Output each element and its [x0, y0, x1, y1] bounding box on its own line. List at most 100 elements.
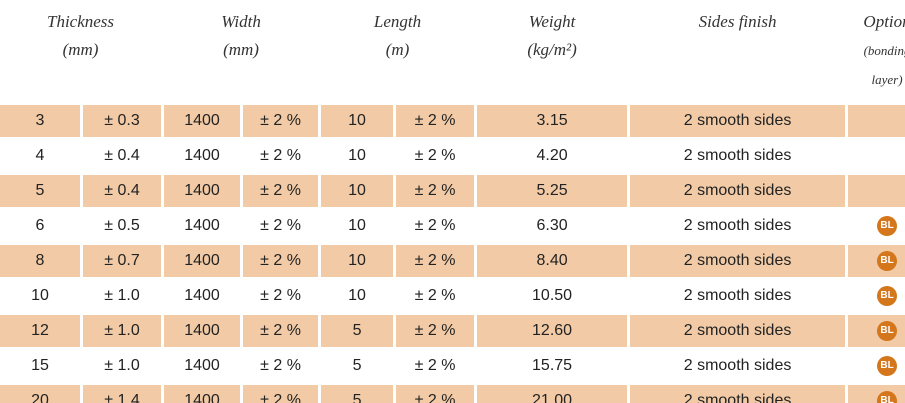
table-cell: ± 2 %	[260, 217, 301, 234]
option-badge: BL	[877, 286, 898, 306]
table-body: 3 ± 0.3 1400 ± 2 % 10 ± 2 % 3.15 2 smooth sides…	[0, 105, 905, 403]
table-cell: 2 smooth sides	[683, 357, 792, 374]
table-row: 6 ± 0.5 1400 ± 2 % 10 ± 2 % 6.30 2 smooth sides…	[0, 210, 905, 242]
table-row: 15 ± 1.0 1400 ± 2 % 5 ± 2 % 15.75 2 smooth side…	[0, 350, 905, 382]
header-line: (kg/m²)	[527, 40, 577, 59]
table-cell: ± 2 %	[414, 287, 456, 304]
table-cell: BL	[848, 210, 905, 242]
table-cell: 10	[348, 147, 366, 164]
option-badge: BL	[877, 216, 898, 236]
table-cell: ± 1.0	[104, 287, 140, 304]
table-cell: ± 2 %	[243, 175, 319, 207]
table-cell: 5.25	[477, 175, 628, 207]
header-line: layer)	[871, 72, 903, 87]
table-cell: ± 2 %	[396, 175, 475, 207]
table-cell	[848, 105, 905, 137]
table-cell: 6	[35, 217, 45, 234]
column-header: Weight (kg/m²)	[477, 0, 627, 102]
table-cell	[848, 175, 905, 207]
table-cell: 1400	[184, 287, 220, 304]
table-cell: 2 smooth sides	[683, 217, 792, 234]
table-cell: ± 2 %	[243, 245, 319, 277]
table-cell: 20	[0, 385, 80, 403]
table-row: 8 ± 0.7 1400 ± 2 % 10 ± 2 % 8.40 2 smooth sides…	[0, 245, 905, 277]
table-row: 10 ± 1.0 1400 ± 2 % 10 ± 2 % 10.50 2 smooth sid…	[0, 280, 905, 312]
table-cell: ± 2 %	[414, 217, 456, 234]
table-cell: BL	[848, 385, 905, 403]
header-line: (m)	[385, 40, 410, 59]
table-cell: 2 smooth sides	[630, 245, 846, 277]
table-cell: 4	[35, 147, 45, 164]
table-cell: 2 smooth sides	[683, 287, 792, 304]
table-cell: 5	[321, 315, 394, 347]
column-header: Length (m)	[321, 0, 474, 102]
table-cell: BL	[848, 245, 905, 277]
header-line: Option	[863, 12, 905, 31]
table-cell: 15	[31, 357, 49, 374]
header-line: Weight	[528, 12, 576, 31]
table-cell: ± 0.4	[83, 175, 162, 207]
table-cell: 10	[321, 245, 394, 277]
table-cell: ± 2 %	[396, 105, 475, 137]
header-line: Length	[373, 12, 422, 31]
option-badge: BL	[877, 391, 898, 403]
table-row: 5 ± 0.4 1400 ± 2 % 10 ± 2 % 5.25 2 smooth sides	[0, 175, 905, 207]
table-cell: BL	[848, 280, 905, 312]
header-line: (mm)	[62, 40, 99, 59]
header-line: Thickness	[46, 12, 115, 31]
table-cell: 1400	[164, 385, 241, 403]
table-cell: ± 0.3	[83, 105, 162, 137]
table-cell: ± 2 %	[243, 315, 319, 347]
table-cell: BL	[848, 350, 905, 382]
table-cell: 1400	[164, 315, 241, 347]
table-cell: 1400	[184, 147, 220, 164]
table-cell: 5	[321, 385, 394, 403]
table-cell: ± 2 %	[414, 357, 456, 374]
table-cell: 3	[0, 105, 80, 137]
table-cell: ± 2 %	[396, 385, 475, 403]
table-cell: ± 0.5	[104, 217, 140, 234]
option-badge: BL	[877, 321, 898, 341]
table-cell: ± 2 %	[260, 287, 301, 304]
table-row: 4 ± 0.4 1400 ± 2 % 10 ± 2 % 4.20 2 smooth sides	[0, 140, 905, 172]
table-cell: BL	[848, 315, 905, 347]
header-line: Width	[221, 12, 261, 31]
table-cell	[848, 140, 905, 172]
table-cell: 2 smooth sides	[630, 315, 846, 347]
table-cell: 10	[348, 287, 366, 304]
table-cell: 1400	[164, 175, 241, 207]
header-line: (bonding	[863, 43, 905, 58]
column-header: Thickness (mm)	[0, 0, 161, 102]
table-cell: ± 2 %	[260, 147, 301, 164]
table-cell: 12.60	[477, 315, 628, 347]
table-cell: 1400	[164, 245, 241, 277]
table-cell: 15.75	[532, 357, 573, 374]
table-cell: ± 2 %	[396, 245, 475, 277]
table-cell: ± 2 %	[414, 147, 456, 164]
table-cell: 4.20	[536, 147, 568, 164]
table-cell: ± 0.7	[83, 245, 162, 277]
table-cell: 10	[31, 287, 49, 304]
header-line: Sides finish	[698, 12, 777, 31]
column-header: Option (bonding layer)	[848, 0, 905, 102]
table-row: 20 ± 1.4 1400 ± 2 % 5 ± 2 % 21.00 2 smooth side…	[0, 385, 905, 403]
table-cell: 12	[0, 315, 80, 347]
table-cell: 8.40	[477, 245, 628, 277]
table-cell: ± 2 %	[396, 315, 475, 347]
table-cell: 10	[348, 217, 366, 234]
table-cell: ± 1.0	[83, 315, 162, 347]
table-cell: 10	[321, 175, 394, 207]
table-row: 12 ± 1.0 1400 ± 2 % 5 ± 2 % 12.60 2 smooth side…	[0, 315, 905, 347]
table-cell: 5	[0, 175, 80, 207]
table-cell: 3.15	[477, 105, 628, 137]
table-cell: 5	[352, 357, 362, 374]
table-cell: 2 smooth sides	[630, 175, 846, 207]
table-cell: ± 1.4	[83, 385, 162, 403]
table-cell: 1400	[184, 357, 220, 374]
table-cell: ± 2 %	[243, 385, 319, 403]
option-badge: BL	[877, 251, 898, 271]
table-cell: ± 2 %	[260, 357, 301, 374]
column-header: Width (mm)	[164, 0, 318, 102]
